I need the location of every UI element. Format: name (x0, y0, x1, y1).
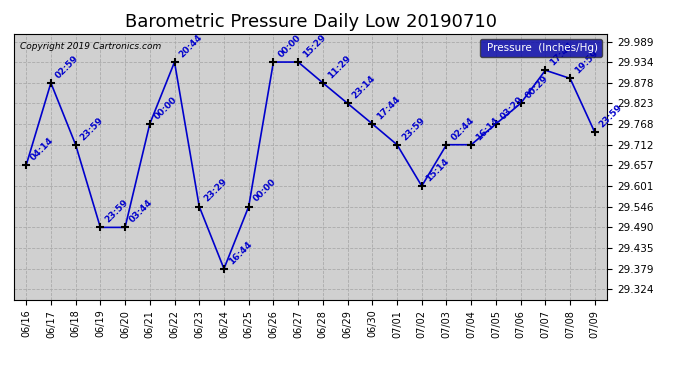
Text: 15:29: 15:29 (301, 33, 328, 59)
Text: 23:29: 23:29 (202, 177, 228, 204)
Text: 23:59: 23:59 (598, 103, 624, 130)
Text: 00:00: 00:00 (152, 95, 179, 121)
Legend: Pressure  (Inches/Hg): Pressure (Inches/Hg) (480, 39, 602, 57)
Text: 11:29: 11:29 (326, 53, 353, 80)
Text: 16:14: 16:14 (474, 115, 501, 142)
Text: 00:29: 00:29 (524, 74, 550, 100)
Text: 00:00: 00:00 (276, 33, 302, 59)
Text: 03:29: 03:29 (499, 94, 525, 121)
Text: 02:59: 02:59 (54, 54, 80, 80)
Text: 03:44: 03:44 (128, 198, 155, 225)
Text: 23:59: 23:59 (400, 115, 426, 142)
Text: 23:59: 23:59 (103, 198, 130, 225)
Text: 15:14: 15:14 (424, 157, 451, 183)
Text: 20:44: 20:44 (177, 33, 204, 59)
Text: 00:00: 00:00 (251, 177, 277, 204)
Text: 19:59: 19:59 (573, 49, 600, 76)
Text: 16:44: 16:44 (227, 239, 253, 266)
Text: 17:44: 17:44 (548, 40, 575, 68)
Text: Copyright 2019 Cartronics.com: Copyright 2019 Cartronics.com (20, 42, 161, 51)
Text: 02:44: 02:44 (449, 115, 476, 142)
Text: 23:59: 23:59 (79, 115, 105, 142)
Text: 23:14: 23:14 (351, 74, 377, 100)
Text: 04:14: 04:14 (29, 136, 56, 162)
Title: Barometric Pressure Daily Low 20190710: Barometric Pressure Daily Low 20190710 (124, 13, 497, 31)
Text: 17:44: 17:44 (375, 94, 402, 121)
